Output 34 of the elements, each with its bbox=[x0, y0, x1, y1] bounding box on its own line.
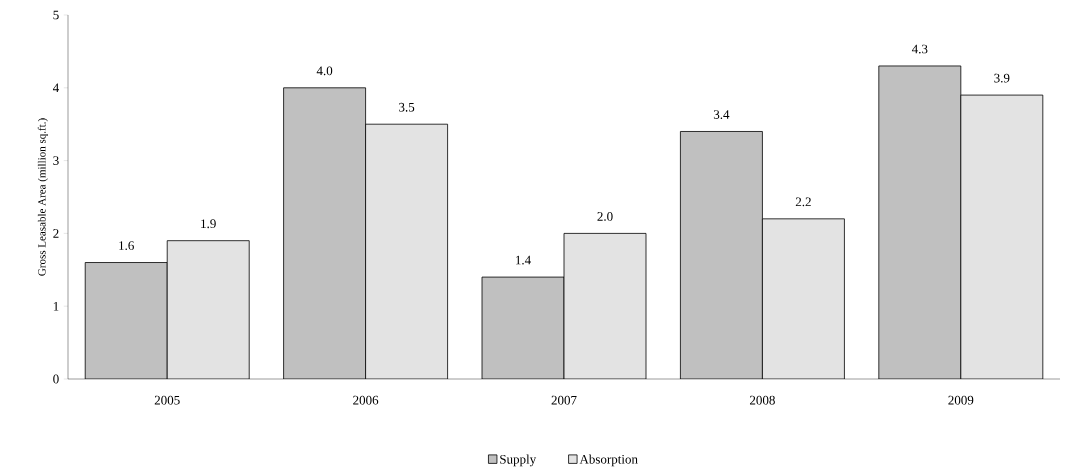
data-label: 1.6 bbox=[119, 241, 134, 250]
data-label: 3.9 bbox=[994, 73, 1010, 83]
y-tick-label: 5 bbox=[53, 10, 59, 20]
bar bbox=[166, 240, 250, 379]
y-tick-label: 3 bbox=[53, 156, 59, 165]
bar bbox=[563, 233, 647, 379]
bar bbox=[365, 123, 449, 379]
bar bbox=[878, 65, 962, 379]
bar bbox=[762, 218, 845, 379]
data-label: 2.0 bbox=[597, 212, 613, 221]
bar bbox=[84, 262, 168, 379]
y-tick-label: 0 bbox=[53, 374, 59, 384]
x-tick-label: 2006 bbox=[353, 395, 379, 405]
y-tick-label: 2 bbox=[53, 229, 59, 238]
bar bbox=[481, 276, 565, 379]
x-tick-label: 2009 bbox=[948, 395, 974, 405]
x-tick-label: 2007 bbox=[551, 395, 577, 405]
bar bbox=[680, 131, 763, 379]
bar bbox=[960, 94, 1044, 379]
y-tick-label: 4 bbox=[52, 83, 60, 93]
data-label: 3.4 bbox=[713, 110, 730, 119]
data-label: 1.4 bbox=[516, 255, 531, 265]
x-tick-label: 2008 bbox=[749, 395, 775, 405]
data-label: 4.0 bbox=[316, 66, 333, 76]
legend-label: Absorption bbox=[579, 454, 638, 467]
data-label: 4.3 bbox=[911, 44, 928, 54]
bar bbox=[283, 87, 367, 379]
x-tick-label: 2005 bbox=[154, 395, 180, 405]
y-tick-label: 1 bbox=[53, 301, 59, 311]
data-label: 3.5 bbox=[399, 102, 415, 112]
data-label: 1.9 bbox=[201, 219, 216, 229]
data-label: 2.2 bbox=[795, 197, 811, 207]
y-axis-title: Gross Leasable Area (million sq.ft.) bbox=[37, 118, 48, 276]
legend-label: Supply bbox=[500, 454, 537, 467]
